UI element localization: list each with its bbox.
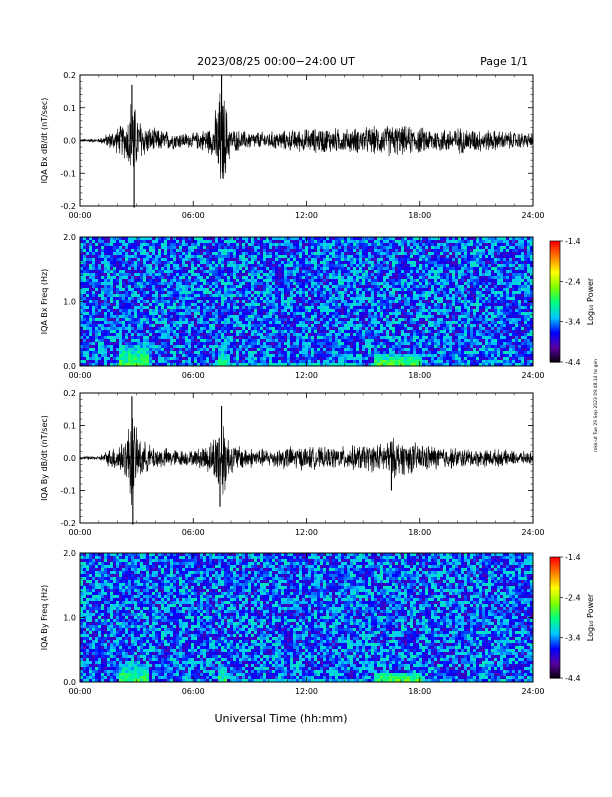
x-tick-label: 06:00 bbox=[182, 211, 205, 220]
panel-1: 0.2 0.1 0.0 -0.1 -0.200:00 06:00 12:00 18:00 24:… bbox=[40, 71, 545, 220]
colorbar-tick-label: -2.4 bbox=[565, 593, 581, 602]
panel-3: 0.2 0.1 0.0 -0.1 -0.200:00 06:00 12:00 18:00 24:… bbox=[40, 389, 545, 537]
x-tick-label: 00:00 bbox=[68, 211, 91, 220]
x-tick-label: 12:00 bbox=[295, 371, 318, 380]
y-axis-label: IQA Bx Freq (Hz) bbox=[40, 269, 49, 335]
colorbar-tick-label: -4.4 bbox=[565, 674, 581, 683]
y-tick-label: 0.2 bbox=[63, 71, 76, 80]
side-note: mkk-ut Tue 29 Sep 2023 09:48:14 hs gen bbox=[593, 359, 599, 452]
colorbar-tick-label: -4.4 bbox=[565, 358, 581, 367]
x-tick-label: 24:00 bbox=[521, 371, 544, 380]
signal-trace bbox=[80, 92, 533, 179]
x-tick-label: 06:00 bbox=[182, 371, 205, 380]
colorbar-tick-label: -1.4 bbox=[565, 237, 581, 246]
y-axis-label: IQA By dB/dt (nT/sec) bbox=[40, 415, 49, 501]
signal-trace bbox=[80, 418, 533, 505]
colorbar: -1.4 -2.4 -3.4 -4.4 Log₁₀ Power bbox=[550, 553, 595, 683]
y-tick-label: 0.0 bbox=[63, 678, 76, 687]
x-tick-label: 12:00 bbox=[295, 687, 318, 696]
spectrogram-cells bbox=[80, 553, 533, 682]
y-tick-label: 1.0 bbox=[63, 614, 76, 623]
x-tick-label: 12:00 bbox=[295, 211, 318, 220]
y-tick-label: 0.0 bbox=[63, 362, 76, 371]
y-tick-label: 0.1 bbox=[63, 104, 76, 113]
x-tick-label: 06:00 bbox=[182, 687, 205, 696]
y-tick-label: 0.0 bbox=[63, 137, 76, 146]
x-tick-label: 24:00 bbox=[521, 528, 544, 537]
page-number: Page 1/1 bbox=[480, 55, 528, 68]
panel-4: -1.4 -2.4 -3.4 -4.4 Log₁₀ Power 2.0 1.0 0.000:0… bbox=[40, 549, 595, 696]
colorbar-tick-label: -2.4 bbox=[565, 277, 581, 286]
x-axis-label: Universal Time (hh:mm) bbox=[215, 712, 348, 725]
y-tick-label: -0.2 bbox=[60, 519, 76, 528]
y-tick-label: 1.0 bbox=[63, 298, 76, 307]
x-tick-label: 24:00 bbox=[521, 211, 544, 220]
colorbar-label: Log₁₀ Power bbox=[586, 593, 595, 641]
y-tick-label: -0.1 bbox=[60, 487, 76, 496]
colorbar: -1.4 -2.4 -3.4 -4.4 Log₁₀ Power bbox=[550, 237, 595, 367]
chart-title: 2023/08/25 00:00−24:00 UT bbox=[197, 55, 355, 68]
y-tick-label: 0.1 bbox=[63, 422, 76, 431]
x-tick-label: 18:00 bbox=[408, 371, 431, 380]
x-tick-label: 18:00 bbox=[408, 528, 431, 537]
x-tick-label: 00:00 bbox=[68, 687, 91, 696]
x-tick-label: 00:00 bbox=[68, 528, 91, 537]
y-tick-label: 2.0 bbox=[63, 233, 76, 242]
y-axis-label: IQA By Freq (Hz) bbox=[40, 585, 49, 651]
y-tick-label: -0.2 bbox=[60, 202, 76, 211]
x-tick-label: 18:00 bbox=[408, 211, 431, 220]
y-tick-label: 2.0 bbox=[63, 549, 76, 558]
x-tick-label: 12:00 bbox=[295, 528, 318, 537]
x-tick-label: 24:00 bbox=[521, 687, 544, 696]
y-tick-label: 0.0 bbox=[63, 454, 76, 463]
y-tick-label: -0.1 bbox=[60, 169, 76, 178]
y-tick-label: 0.2 bbox=[63, 389, 76, 398]
x-tick-label: 18:00 bbox=[408, 687, 431, 696]
y-axis-label: IQA Bx dB/dt (nT/sec) bbox=[40, 98, 49, 184]
x-tick-label: 06:00 bbox=[182, 528, 205, 537]
spectrogram-cells bbox=[80, 237, 533, 366]
colorbar-tick-label: -1.4 bbox=[565, 553, 581, 562]
x-tick-label: 00:00 bbox=[68, 371, 91, 380]
colorbar-label: Log₁₀ Power bbox=[586, 277, 595, 325]
colorbar-tick-label: -3.4 bbox=[565, 318, 581, 327]
panel-2: -1.4 -2.4 -3.4 -4.4 Log₁₀ Power 2.0 1.0 0.000:0… bbox=[40, 233, 595, 380]
colorbar-tick-label: -3.4 bbox=[565, 634, 581, 643]
